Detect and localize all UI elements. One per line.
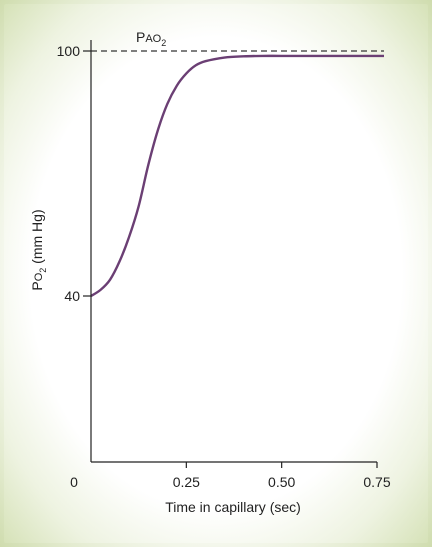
po2-series-line-0 [90, 54, 384, 298]
y-tick-label: 100 [57, 43, 81, 59]
chart-frame [4, 4, 428, 543]
y-axis-label: PO2 (mm Hg) [29, 209, 48, 290]
reference-label-small: AO [145, 33, 161, 45]
reference-label-main: P [136, 29, 145, 45]
y-axis-label-small: O [33, 272, 45, 281]
x-axis-label: Time in capillary (sec) [165, 499, 301, 515]
x-tick-label: 0 [70, 474, 78, 490]
x-tick-label: 0.25 [173, 474, 200, 490]
reference-line-label: PAO2 [136, 29, 166, 48]
y-axis-label-main: P [29, 281, 45, 290]
y-tick-label: 40 [64, 288, 80, 304]
y-axis-label-rest: (mm Hg) [29, 209, 45, 267]
x-tick-label: 0.75 [363, 474, 390, 490]
x-tick-label: 0.50 [268, 474, 295, 490]
reference-label-sub: 2 [161, 38, 166, 48]
y-axis-label-sub: 2 [38, 268, 48, 273]
